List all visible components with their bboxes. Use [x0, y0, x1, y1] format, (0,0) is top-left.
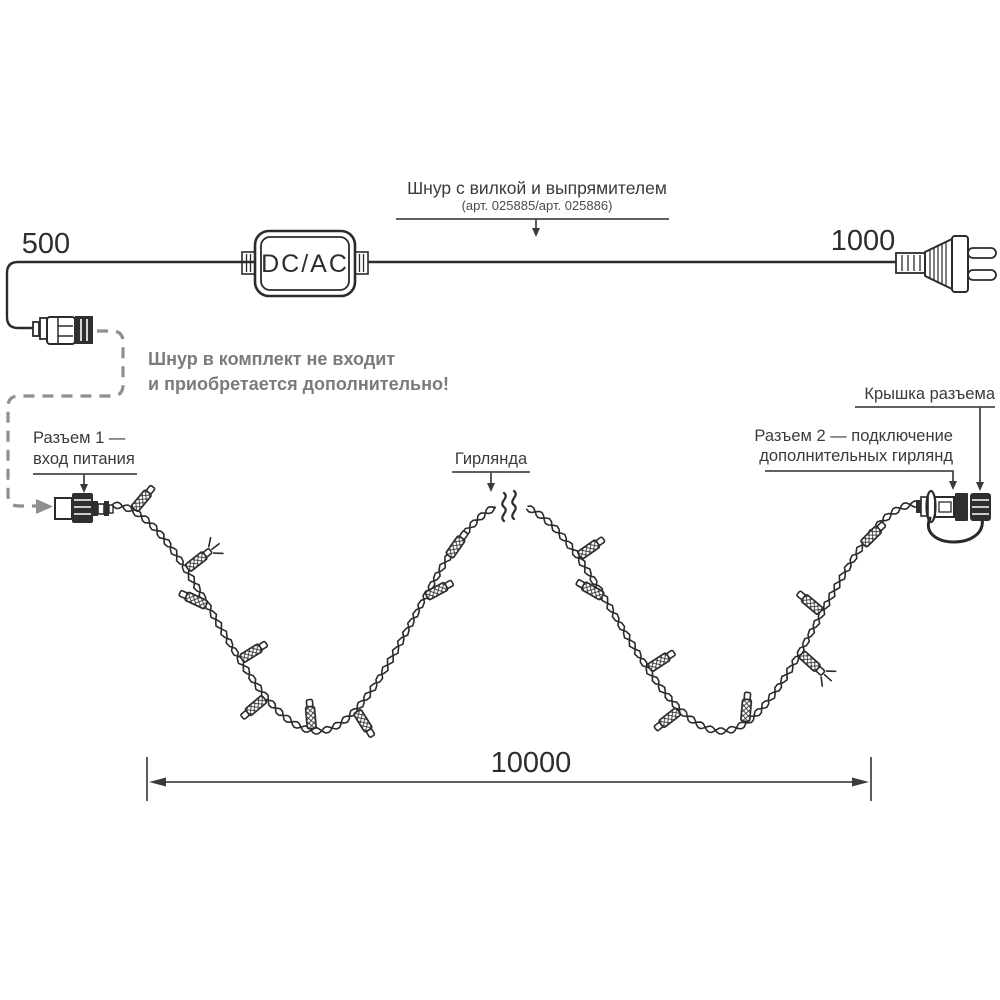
- cap-strap: [926, 516, 984, 544]
- connector2-with-cap: [916, 489, 991, 544]
- garland-bulbs: [130, 484, 887, 738]
- dashed-route-arrow: [36, 499, 53, 514]
- right-cord-length-label: 1000: [831, 225, 896, 257]
- led-bulb: [860, 521, 887, 548]
- garland-label: Гирлянда: [455, 450, 528, 468]
- cord-callout-sublabel: (арт. 025885/арт. 025886): [462, 198, 613, 213]
- led-bulb: [653, 707, 682, 732]
- led-bulb: [740, 691, 753, 723]
- break-symbol: [501, 489, 517, 523]
- bulb-sparkle-icon: [207, 536, 224, 555]
- led-bulb: [353, 709, 376, 738]
- led-bulb: [184, 536, 224, 572]
- left-cord-wire: [5, 260, 255, 330]
- cord-callout-arrow: [532, 228, 540, 237]
- connector1-label-line2: вход питания: [33, 450, 135, 468]
- dc-ac-label: DC/AC: [261, 250, 349, 278]
- cap-label: Крышка разъема: [864, 385, 995, 403]
- led-bulb: [130, 484, 156, 513]
- dashed-route: [6, 329, 125, 508]
- power-input-connector-top: [32, 316, 93, 345]
- connector-cap: [970, 493, 991, 521]
- connector2-label-line1: Разъем 2 — подключение: [754, 427, 953, 445]
- power-cord-assembly: 500 1000 DC/AC: [5, 178, 997, 345]
- bulb-sparkle-icon: [820, 670, 837, 687]
- dimension-arrow-right: [852, 777, 869, 787]
- left-cord-length-label: 500: [22, 228, 70, 260]
- connector1-callout: Разъем 1 — вход питания: [33, 429, 137, 493]
- led-bulb: [304, 698, 317, 730]
- led-bulb: [575, 579, 605, 601]
- cord-callout-label: Шнур с вилкой и выпрямителем: [407, 178, 667, 198]
- note-line2: и приобретается дополнительно!: [148, 374, 449, 394]
- optional-cord-path: Шнур в комплект не входит и приобретаетс…: [6, 329, 449, 514]
- connector1-label-line1: Разъем 1 —: [33, 429, 126, 447]
- led-bulb: [796, 590, 824, 616]
- cap-arrow: [976, 482, 984, 491]
- led-bulb: [178, 589, 209, 610]
- garland-callout: Гирлянда: [452, 450, 530, 492]
- led-bulb: [424, 579, 455, 601]
- led-bulb: [239, 640, 269, 663]
- connector2-callout: Разъем 2 — подключение дополнительных ги…: [754, 427, 957, 490]
- led-bulb: [647, 649, 676, 673]
- connector1-arrow: [80, 484, 88, 493]
- led-bulb: [577, 536, 606, 560]
- cap-callout: Крышка разъема: [855, 385, 996, 491]
- led-bulb: [798, 650, 837, 687]
- total-length-label: 10000: [491, 747, 572, 779]
- dimension-arrow-left: [149, 777, 166, 787]
- garland-twisted-wire: [111, 500, 918, 735]
- garland-arrow: [487, 483, 495, 492]
- led-bulb: [240, 695, 268, 720]
- cord-callout: Шнур с вилкой и выпрямителем (арт. 02588…: [396, 178, 669, 237]
- led-bulb: [445, 530, 469, 559]
- connector2-arrow: [949, 481, 957, 490]
- connector1-power-input: [54, 493, 114, 523]
- dc-ac-converter: DC/AC: [241, 229, 369, 298]
- total-length-dimension: 10000: [146, 747, 872, 801]
- mains-plug: [895, 235, 997, 293]
- connector2-label-line2: дополнительных гирлянд: [759, 447, 953, 465]
- note-line1: Шнур в комплект не входит: [148, 349, 395, 369]
